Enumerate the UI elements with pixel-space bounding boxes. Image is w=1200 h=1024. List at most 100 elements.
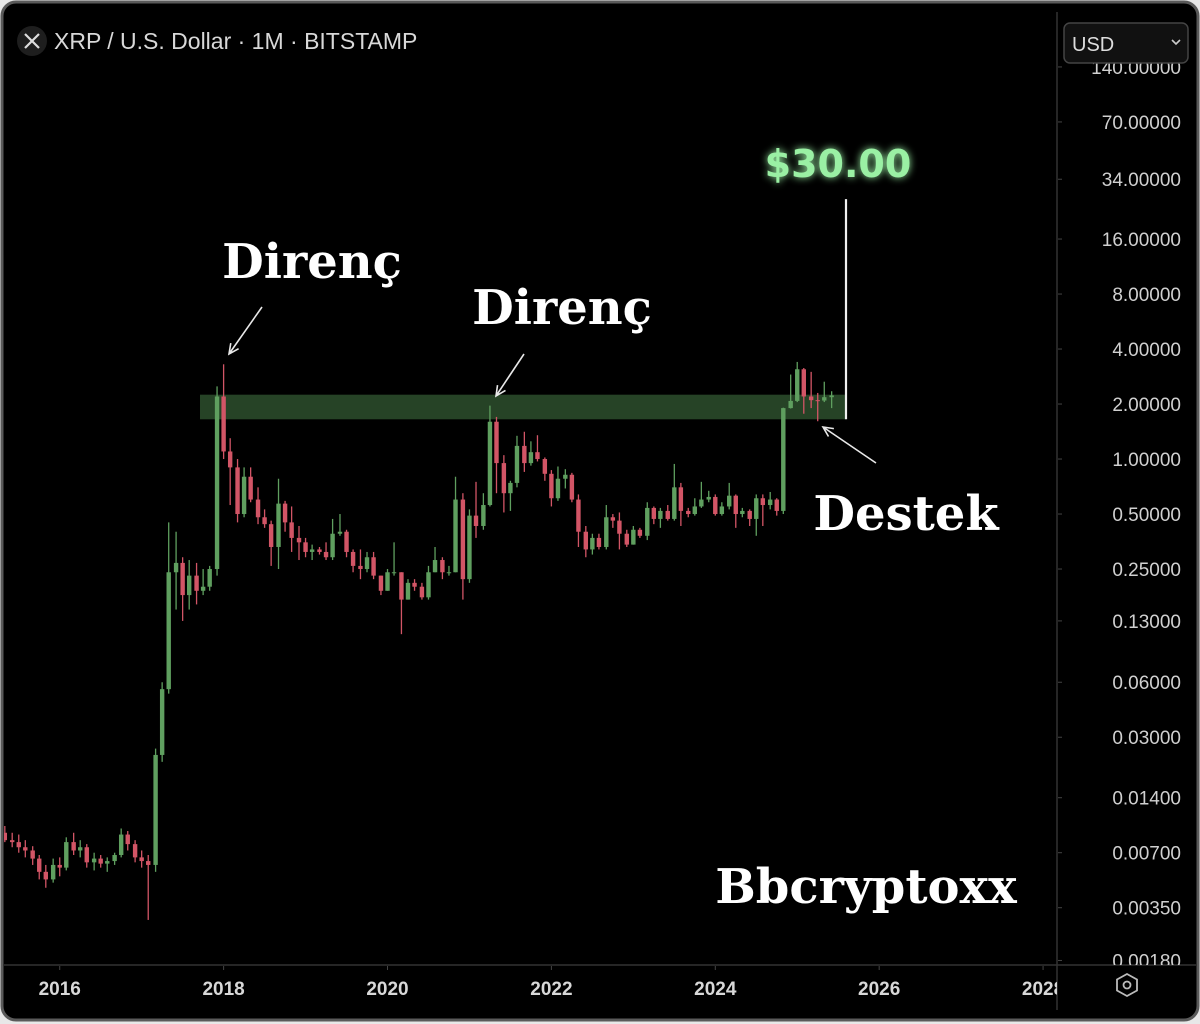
- candle-body: [576, 499, 581, 532]
- candle-body: [563, 474, 568, 479]
- candle-body: [16, 842, 21, 848]
- candle-body: [460, 499, 466, 580]
- y-tick-label: 0.00180: [1112, 951, 1181, 972]
- candle-body: [221, 396, 226, 452]
- candle-body: [740, 510, 745, 515]
- candle-body: [186, 575, 192, 596]
- candle-body: [481, 505, 486, 526]
- candle-body: [50, 864, 56, 880]
- y-tick-label: 1.00000: [1112, 450, 1181, 471]
- y-tick-label: 0.00350: [1112, 899, 1181, 920]
- candle-body: [719, 506, 725, 515]
- candle-body: [105, 861, 110, 864]
- candle-body: [98, 858, 103, 864]
- candle-body: [795, 369, 800, 401]
- candle-body: [432, 560, 438, 573]
- y-tick-label: 140.00000: [1091, 58, 1181, 79]
- settings-icon-dot[interactable]: [1122, 980, 1132, 990]
- y-tick-label: 0.03000: [1112, 728, 1181, 749]
- candle-body: [733, 495, 738, 515]
- time-axis: 2016 2018 2020 2022 2024 2026 2028: [39, 966, 1064, 1000]
- currency-select-box[interactable]: [1063, 22, 1189, 64]
- currency-select[interactable]: USD: [1063, 22, 1189, 64]
- candle-body: [686, 510, 691, 515]
- candle-body: [289, 522, 294, 538]
- x-tick-label: 2018: [202, 979, 244, 1000]
- candle-body: [262, 517, 267, 525]
- plot-area: [4, 199, 848, 920]
- candle-body: [453, 499, 458, 573]
- candle-body: [596, 537, 602, 547]
- candle-body: [241, 476, 247, 515]
- candle-body: [760, 498, 766, 506]
- y-tick-label: 0.01400: [1112, 789, 1181, 810]
- candle-body: [296, 537, 302, 543]
- candle-body: [173, 562, 179, 573]
- candle-body: [822, 397, 827, 401]
- x-tick-label: 2020: [366, 979, 408, 1000]
- candle-body: [9, 840, 15, 843]
- candle-body: [781, 408, 786, 511]
- candle-body: [378, 575, 384, 591]
- candle-body: [43, 871, 48, 880]
- candle-body: [419, 586, 425, 598]
- target-label: $30.00: [765, 142, 912, 186]
- candle-body: [276, 503, 281, 547]
- x-tick-label: 2022: [530, 979, 572, 1000]
- dropdown-chevron[interactable]: [1171, 39, 1181, 46]
- candle-body: [268, 524, 274, 547]
- candle-body: [364, 557, 370, 570]
- candle-body: [84, 847, 89, 863]
- candle-body: [692, 506, 698, 515]
- candle-body: [37, 858, 42, 872]
- x-tick-label: 2024: [694, 979, 737, 1000]
- candle-body: [637, 529, 643, 536]
- candle-body: [344, 531, 349, 552]
- candle-body: [713, 496, 718, 515]
- candle-body: [207, 569, 212, 587]
- candle-body: [71, 842, 76, 851]
- candle-body: [651, 507, 657, 519]
- candle-body: [118, 834, 124, 856]
- candle-body: [467, 515, 472, 580]
- candle-body: [350, 551, 356, 566]
- price-axis: 140.00000 70.00000 34.00000 16.00000 8.00000…: [1058, 58, 1181, 972]
- annotation: Destek: [813, 486, 1000, 542]
- settings-button[interactable]: [1116, 972, 1138, 998]
- candle-body: [399, 572, 404, 600]
- y-tick-label: 8.00000: [1112, 285, 1181, 306]
- x-tick-label: 2016: [39, 979, 81, 1000]
- candle-body: [672, 487, 677, 519]
- annotation: Direnç: [472, 280, 652, 336]
- candle-body: [255, 499, 261, 518]
- candle-body: [78, 847, 83, 851]
- candle-body: [91, 858, 97, 863]
- candle-body: [535, 452, 540, 460]
- candle-body: [508, 482, 513, 494]
- candle-body: [371, 557, 376, 576]
- y-tick-label: 2.00000: [1112, 395, 1181, 416]
- candle-body: [146, 861, 151, 865]
- candle-body: [514, 445, 520, 483]
- candle-body: [323, 551, 329, 558]
- candle-body: [604, 517, 609, 547]
- candle-body: [200, 586, 206, 591]
- candle-body: [788, 400, 793, 409]
- currency-label[interactable]: USD: [1072, 34, 1114, 56]
- close-icon[interactable]: [24, 33, 40, 49]
- candle-body: [699, 499, 704, 507]
- candle-body: [631, 529, 636, 545]
- settings-icon[interactable]: [1116, 972, 1138, 998]
- candle-body: [767, 499, 773, 506]
- candle-body: [385, 572, 390, 591]
- candle-body: [153, 754, 158, 865]
- y-tick-label: 0.13000: [1112, 612, 1181, 633]
- y-tick-label: 0.25000: [1112, 560, 1181, 581]
- annotation-arrow: [494, 353, 525, 398]
- candle-body: [317, 549, 322, 552]
- candle-body: [754, 498, 759, 519]
- y-tick-label: 70.00000: [1102, 113, 1181, 134]
- x-tick-label: 2028: [1022, 979, 1064, 1000]
- symbol-header: XRP / U.S. Dollar · 1M · BITSTAMP: [17, 26, 417, 56]
- y-tick-label: 16.00000: [1102, 230, 1181, 251]
